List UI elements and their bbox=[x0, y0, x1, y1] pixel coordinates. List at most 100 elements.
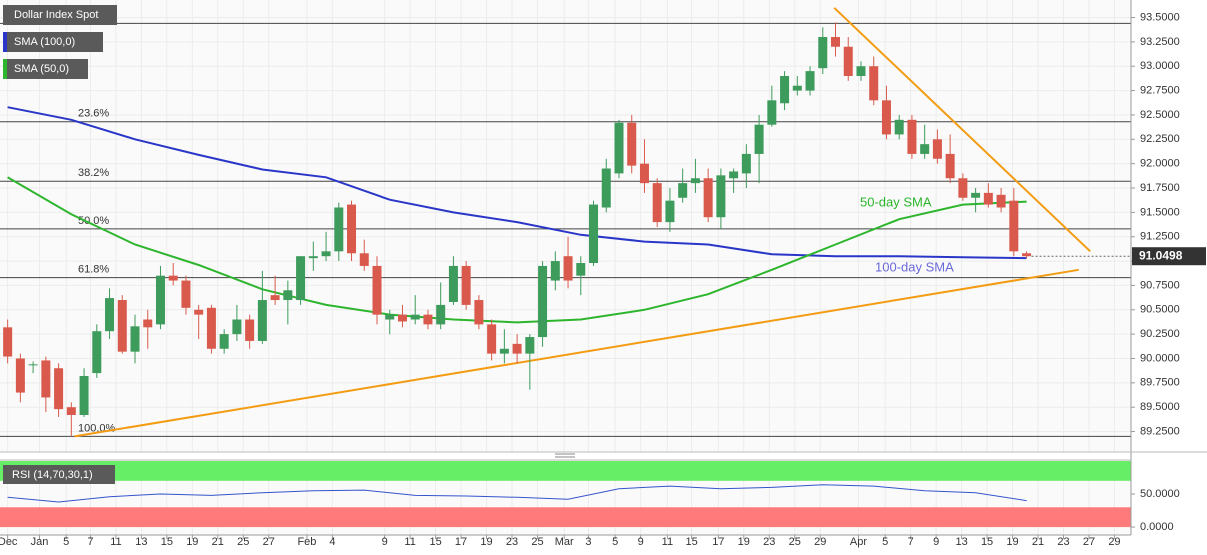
candle-body bbox=[805, 71, 815, 91]
candle-body bbox=[792, 85, 802, 91]
rsi-legend-box[interactable] bbox=[3, 465, 115, 484]
y-tick-label: 92.0000 bbox=[1140, 158, 1180, 170]
candle-body bbox=[971, 192, 981, 198]
legend-box[interactable] bbox=[3, 5, 117, 25]
candle-body bbox=[436, 304, 446, 325]
candle-body bbox=[932, 139, 942, 159]
candle-body bbox=[385, 314, 395, 320]
candle-body bbox=[296, 256, 306, 301]
candle-body bbox=[143, 319, 153, 328]
candle-body bbox=[270, 295, 280, 301]
x-tick-label: 19 bbox=[1006, 536, 1018, 548]
x-tick-label: Dec bbox=[0, 536, 18, 548]
y-tick-label: 93.0000 bbox=[1140, 60, 1180, 72]
last-price-box bbox=[1132, 247, 1206, 266]
trendline bbox=[833, 7, 1091, 253]
level-label: 50.0% bbox=[78, 215, 109, 227]
trendline bbox=[74, 268, 1079, 438]
resize-handle[interactable] bbox=[555, 453, 575, 458]
candle-body bbox=[28, 364, 38, 366]
y-tick-label: 90.0000 bbox=[1140, 352, 1180, 364]
candle-body bbox=[576, 263, 586, 276]
x-tick-label: Feb bbox=[297, 536, 316, 548]
legend-box[interactable] bbox=[3, 32, 103, 52]
y-tick-label: 89.5000 bbox=[1140, 401, 1180, 413]
candle-body bbox=[334, 207, 344, 252]
candle-body bbox=[767, 100, 777, 125]
candle-body bbox=[66, 407, 76, 415]
x-tick-label: 19 bbox=[480, 536, 492, 548]
level-label: 61.8% bbox=[78, 264, 109, 276]
x-tick-label: 3 bbox=[585, 536, 591, 548]
x-tick-label: 15 bbox=[981, 536, 993, 548]
last-price-label: 91.0498 bbox=[1139, 248, 1183, 262]
legend-swatch bbox=[3, 59, 7, 79]
candle-body bbox=[54, 368, 64, 410]
x-tick-label: Jan bbox=[31, 536, 49, 548]
candle-body bbox=[461, 265, 471, 305]
candle-body bbox=[283, 290, 293, 301]
candle-body bbox=[652, 183, 662, 223]
candle-body bbox=[614, 122, 624, 174]
x-tick-label: 23 bbox=[763, 536, 775, 548]
x-tick-label: Apr bbox=[850, 536, 867, 548]
legend-label: SMA (100,0) bbox=[14, 36, 75, 48]
candle-body bbox=[117, 300, 127, 352]
candle-body bbox=[41, 360, 51, 398]
candle-body bbox=[856, 66, 866, 76]
candle-body bbox=[194, 309, 204, 315]
x-tick-label: 29 bbox=[1108, 536, 1120, 548]
candle-body bbox=[690, 178, 700, 184]
legend-title: Dollar Index Spot bbox=[14, 9, 98, 21]
candle-body bbox=[181, 280, 191, 308]
candle-body bbox=[372, 265, 382, 315]
plot-background bbox=[0, 0, 1131, 452]
rsi-y-tick-label: 50.0000 bbox=[1140, 488, 1180, 500]
legend-box[interactable] bbox=[3, 59, 88, 79]
candle-body bbox=[219, 334, 229, 349]
x-tick-label: 25 bbox=[531, 536, 543, 548]
candle-body bbox=[627, 122, 637, 166]
candle-body bbox=[945, 153, 955, 179]
y-tick-label: 90.7500 bbox=[1140, 279, 1180, 291]
candle-body bbox=[525, 337, 535, 354]
candle-body bbox=[920, 144, 930, 154]
x-tick-label: 9 bbox=[382, 536, 388, 548]
x-tick-label: 19 bbox=[738, 536, 750, 548]
overbought-band bbox=[0, 460, 1131, 481]
y-tick-label: 93.5000 bbox=[1140, 11, 1180, 23]
y-tick-label: 91.2500 bbox=[1140, 231, 1180, 243]
y-tick-label: 90.2500 bbox=[1140, 328, 1180, 340]
candle-body bbox=[499, 348, 509, 354]
candle-body bbox=[869, 66, 879, 101]
candle-body bbox=[831, 37, 841, 47]
candle-body bbox=[665, 200, 675, 223]
x-tick-label: 15 bbox=[161, 536, 173, 548]
candle-body bbox=[894, 119, 904, 135]
candle-body bbox=[206, 307, 216, 349]
x-tick-label: 15 bbox=[429, 536, 441, 548]
candle-body bbox=[589, 204, 599, 264]
y-tick-label: 92.7500 bbox=[1140, 85, 1180, 97]
candle-body bbox=[423, 314, 433, 325]
candle-body bbox=[1009, 200, 1019, 252]
candle-body bbox=[15, 358, 25, 393]
legend-swatch bbox=[3, 32, 7, 52]
candle-body bbox=[983, 192, 993, 205]
x-tick-label: 27 bbox=[1083, 536, 1095, 548]
x-tick-label: 7 bbox=[908, 536, 914, 548]
x-tick-label: 11 bbox=[110, 536, 121, 548]
x-tick-label: 17 bbox=[455, 536, 467, 548]
x-tick-label: 29 bbox=[814, 536, 826, 548]
x-tick-label: 5 bbox=[63, 536, 69, 548]
x-tick-label: 9 bbox=[933, 536, 939, 548]
grid bbox=[0, 0, 1135, 539]
candle-body bbox=[818, 37, 828, 69]
y-tick-label: 89.2500 bbox=[1140, 425, 1180, 437]
candle-body bbox=[232, 319, 242, 335]
candle-body bbox=[729, 171, 739, 179]
candle-body bbox=[3, 327, 13, 357]
candle-body bbox=[257, 300, 267, 341]
legend-label: SMA (50,0) bbox=[14, 63, 69, 75]
